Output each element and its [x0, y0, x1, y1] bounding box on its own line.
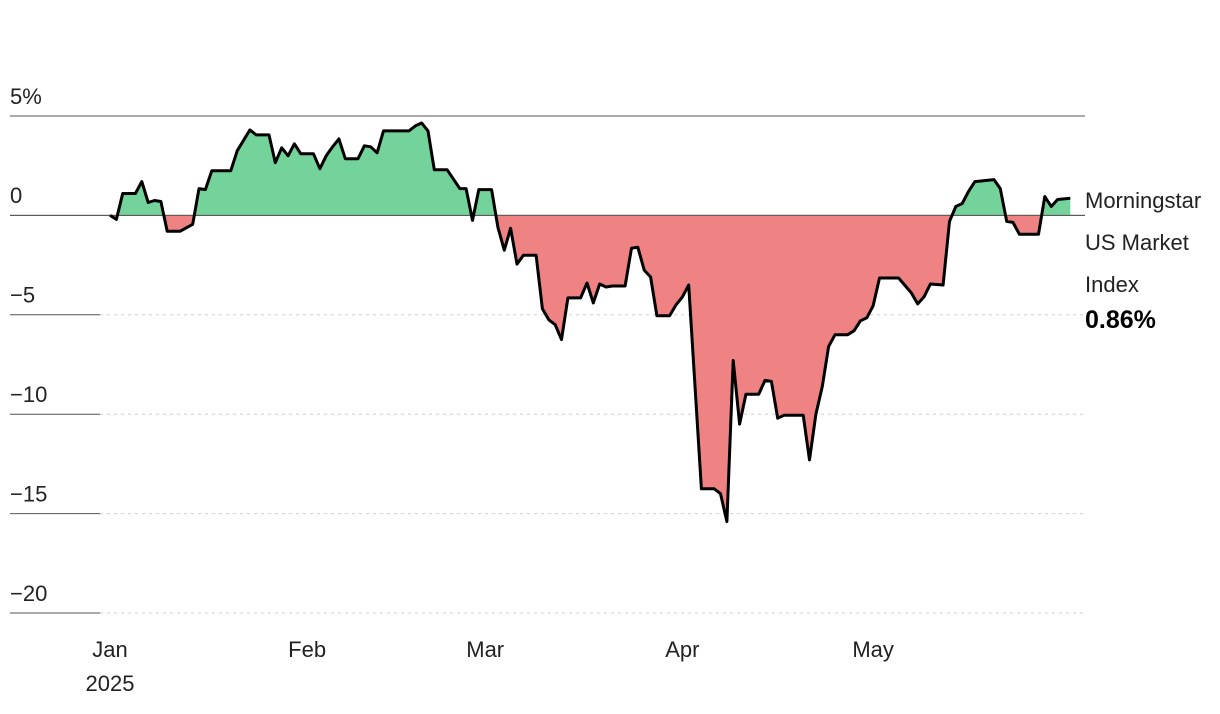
x-tick-label: Mar: [466, 637, 504, 662]
x-year-label: 2025: [86, 671, 135, 696]
line: [109, 121, 1071, 524]
x-tick-label: Apr: [665, 637, 699, 662]
x-tick-label: May: [852, 637, 894, 662]
x-tick-label: Jan: [92, 637, 127, 662]
area-positive: [117, 123, 1071, 216]
y-tick-label: 0: [10, 183, 22, 208]
series-label: Morningstar US Market Index: [1085, 188, 1202, 297]
y-tick-label: −10: [10, 382, 47, 407]
area-negative: [110, 215, 1071, 522]
x-tick-label: Feb: [288, 637, 326, 662]
y-tick-label: −5: [10, 283, 35, 308]
y-tick-label: −20: [10, 581, 47, 606]
last-value-label: 0.86%: [1085, 306, 1156, 334]
y-tick-label: −15: [10, 481, 47, 506]
y-tick-label: 5%: [10, 84, 42, 109]
